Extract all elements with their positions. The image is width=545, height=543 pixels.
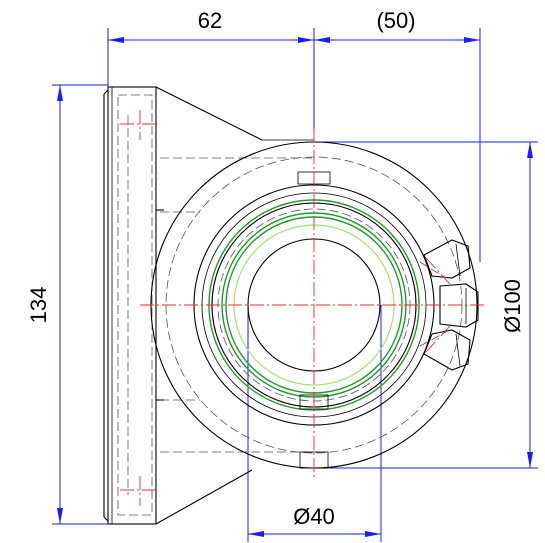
dimension-diameter-40-label: Ø40: [293, 504, 335, 529]
base-flange: [103, 86, 157, 525]
dimension-diameter-100-label: Ø100: [500, 279, 525, 333]
dimension-62: 62: [107, 8, 315, 132]
lug-teeth: [419, 239, 479, 371]
housing-body: [155, 86, 314, 525]
dimension-diameter-40: Ø40: [247, 305, 382, 542]
dimension-62-label: 62: [198, 8, 222, 33]
dimension-50: (50): [314, 8, 481, 262]
dimension-50-label: (50): [376, 8, 415, 33]
dimension-diameter-100: Ø100: [314, 141, 538, 469]
dimension-134: 134: [26, 84, 108, 525]
centerlines: [120, 110, 486, 506]
dimension-134-label: 134: [26, 287, 51, 324]
